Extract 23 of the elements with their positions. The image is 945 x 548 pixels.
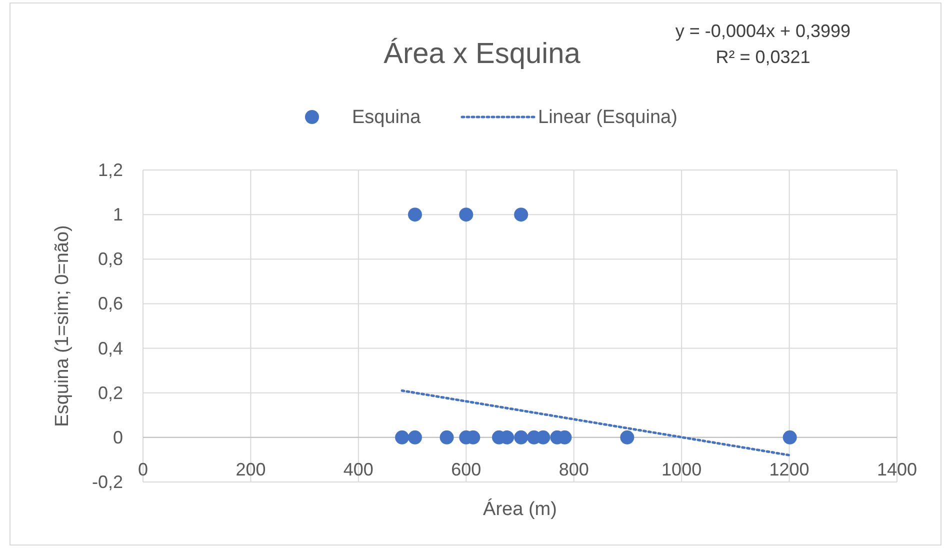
x-tick-label: 1200 (769, 459, 810, 480)
x-tick-label: 800 (558, 459, 589, 480)
x-tick-label: 1000 (662, 459, 702, 480)
y-tick-label: 0,2 (98, 382, 123, 403)
y-tick-label: 0,4 (98, 338, 123, 358)
text: R² = 0,0321 (716, 47, 810, 67)
y-tick-label: -0,2 (92, 472, 123, 492)
y-tick-label: 0,8 (98, 249, 123, 270)
chart-title: Área x Esquina (384, 37, 582, 70)
x-tick-label: 600 (451, 459, 482, 480)
y-tick-label: 1,2 (98, 160, 123, 180)
y-tick-label: 1 (112, 204, 123, 225)
x-tick-label: 200 (236, 459, 266, 480)
legend-label: Linear (Esquina) (538, 107, 678, 128)
y-axis-title: Esquina (1=sim; 0=não) (52, 225, 73, 427)
x-tick-label: 400 (343, 459, 374, 480)
legend-label: Esquina (352, 107, 422, 128)
y-tick-label: 0,6 (98, 294, 123, 314)
x-axis-title: Área (m) (483, 498, 557, 520)
x-tick-label: 1400 (876, 459, 918, 480)
y-tick-label: 0 (112, 427, 123, 448)
text: y = -0,0004x + 0,3999 (675, 21, 851, 41)
x-tick-label: 0 (138, 459, 148, 480)
